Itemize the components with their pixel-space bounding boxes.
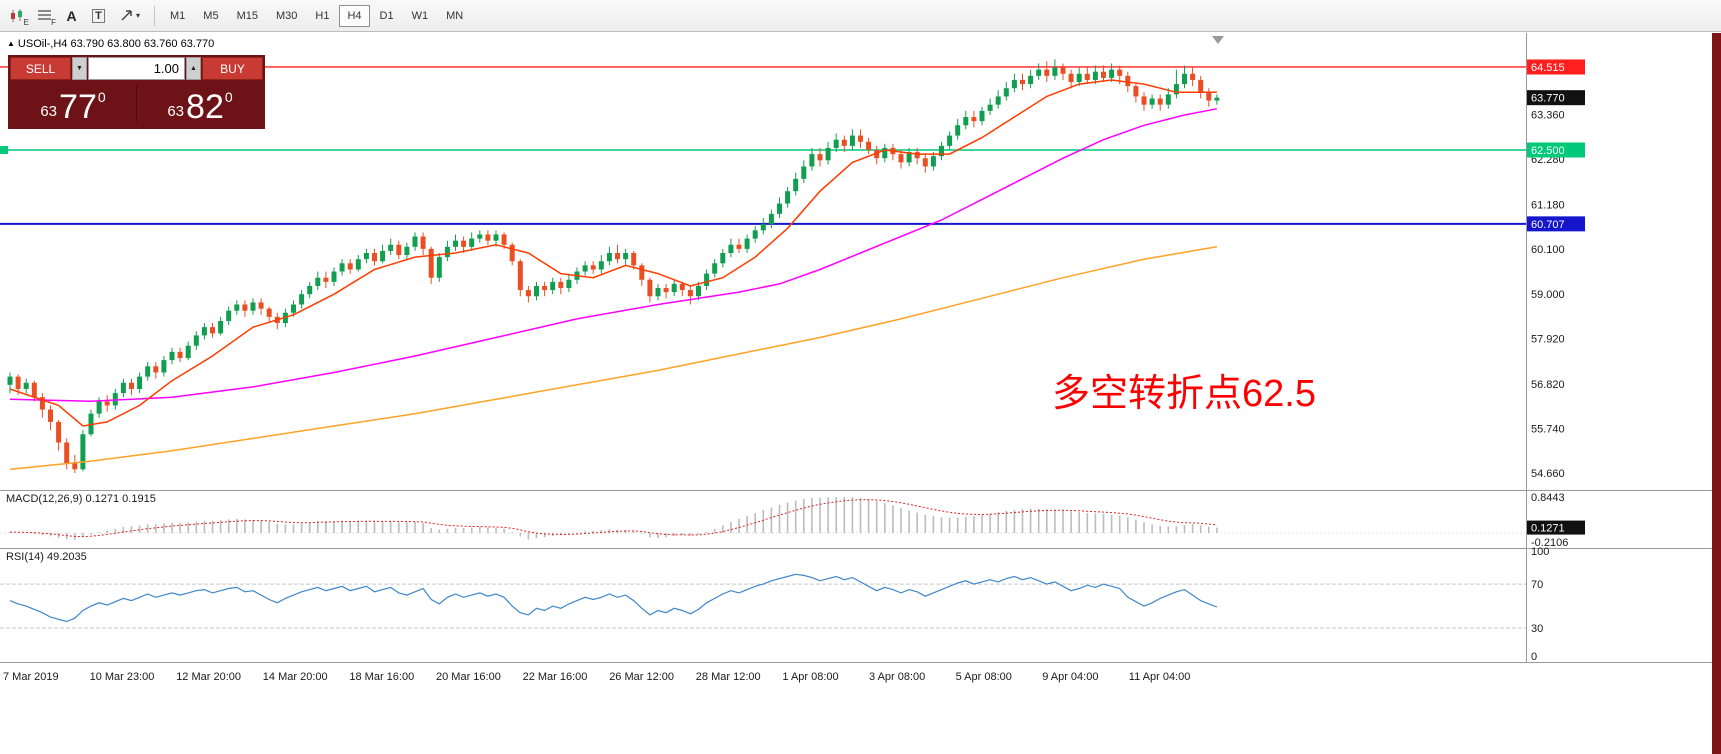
chart-annotation-text: 多空转折点62.5 <box>1052 373 1316 415</box>
bid-ask-divider <box>136 85 137 122</box>
ma_slow-line <box>9 246 1218 471</box>
timeframe-button-h1[interactable]: H1 <box>307 5 337 27</box>
axis-label: 100 <box>1531 546 1549 558</box>
toolbar-separator <box>154 5 155 26</box>
timeframe-button-group: M1 M5 M15 M30 H1 H4 D1 W1 MN <box>161 4 472 27</box>
axis-label: 3 Apr 08:00 <box>869 671 925 683</box>
symbol-ohlc-header: ▲ USOil-,H4 63.790 63.800 63.760 63.770 <box>7 38 214 50</box>
timeframe-button-m15[interactable]: M15 <box>229 5 266 27</box>
axis-label: 63.360 <box>1531 110 1565 122</box>
buy-button[interactable]: BUY <box>202 57 263 80</box>
axis-label: 26 Mar 12:00 <box>609 671 674 683</box>
axis-label: 0.8443 <box>1531 492 1565 504</box>
macd-panel: 0.8443 0.1271 -0.2106 <box>0 492 1585 549</box>
timeframe-button-h4[interactable]: H4 <box>339 4 370 27</box>
trend-arrow-icon <box>121 10 132 21</box>
axis-label: 30 <box>1531 623 1543 635</box>
axis-label: 12 Mar 20:00 <box>176 671 241 683</box>
time-axis[interactable]: 7 Mar 2019 10 Mar 23:00 12 Mar 20:00 14 Mar… <box>3 671 1190 683</box>
axis-label: 28 Mar 12:00 <box>696 671 761 683</box>
ask-price-small: 63 <box>167 103 185 120</box>
candlestick-series <box>7 59 1220 473</box>
ask-price-sup: 0 <box>224 89 233 105</box>
timeframe-button-m5[interactable]: M5 <box>195 5 226 27</box>
macd-signal-line <box>9 499 1217 538</box>
rsi-line <box>9 573 1218 623</box>
list-lines-icon <box>38 10 51 20</box>
one-click-trading-panel: SELL ▼ ▲ BUY 63 77 0 63 82 0 <box>8 55 265 129</box>
text-label-tool-button[interactable]: A <box>58 3 85 28</box>
axis-label: 5 Apr 08:00 <box>956 671 1012 683</box>
volume-input[interactable] <box>88 57 185 80</box>
axis-label: 9 Apr 04:00 <box>1042 671 1098 683</box>
ask-price-big: 82 <box>186 88 224 127</box>
tool-sub-label: F <box>51 18 56 27</box>
axis-label: 7 Mar 2019 <box>3 671 59 683</box>
price-axis[interactable]: 63.36062.28061.18060.10059.00057.92056.8… <box>1527 59 1585 480</box>
price-tag <box>1527 142 1585 158</box>
cursor-tool-button[interactable]: ▾ <box>112 3 148 28</box>
macd-current-tag <box>1527 520 1585 535</box>
dropdown-caret-icon: ▾ <box>135 11 140 20</box>
candlestick-chart-icon <box>10 8 22 22</box>
boxed-t-icon: T <box>92 8 105 23</box>
rsi-panel: 100 70 30 0 <box>0 546 1549 663</box>
axis-label: 60.100 <box>1531 244 1565 256</box>
ma_fast-line <box>9 79 1217 427</box>
chart-style-tool-button[interactable]: E <box>4 3 31 28</box>
bid-price-sup: 0 <box>97 89 106 105</box>
panel-toggle-icon[interactable]: ▲ <box>7 39 15 48</box>
axis-label: 1 Apr 08:00 <box>782 671 838 683</box>
axis-label: 61.180 <box>1531 199 1565 211</box>
price-tag <box>1527 90 1585 106</box>
macd-indicator-label: MACD(12,26,9) 0.1271 0.1915 <box>6 493 156 505</box>
right-edge-strip <box>1712 33 1721 754</box>
volume-down-button[interactable]: ▼ <box>72 57 87 80</box>
axis-label: 70 <box>1531 579 1543 591</box>
volume-up-button[interactable]: ▲ <box>186 57 201 80</box>
ask-price[interactable]: 63 82 0 <box>137 80 263 127</box>
axis-label: 11 Apr 04:00 <box>1129 671 1191 683</box>
timeframe-button-m30[interactable]: M30 <box>268 5 305 27</box>
axis-label: -0.2106 <box>1531 537 1568 549</box>
axis-label: 62.500 <box>1531 145 1565 157</box>
sell-button[interactable]: SELL <box>10 57 71 80</box>
axis-label: 55.740 <box>1531 424 1565 436</box>
bid-price[interactable]: 63 77 0 <box>10 80 136 127</box>
axis-label: 14 Mar 20:00 <box>263 671 328 683</box>
price-tag <box>1527 216 1585 232</box>
axis-label: 0 <box>1531 651 1537 663</box>
axis-label: 22 Mar 16:00 <box>523 671 588 683</box>
timeframe-button-d1[interactable]: D1 <box>372 5 402 27</box>
axis-label: 10 Mar 23:00 <box>90 671 155 683</box>
axis-label: 0.1271 <box>1531 523 1565 535</box>
axis-label: 57.920 <box>1531 334 1565 346</box>
price-tag <box>1527 59 1585 75</box>
timeframe-button-mn[interactable]: MN <box>438 5 471 27</box>
rsi-indicator-label: RSI(14) 49.2035 <box>6 551 87 563</box>
grid-tool-button[interactable]: F <box>31 3 58 28</box>
text-tool-letter: A <box>66 7 77 24</box>
tool-sub-label: E <box>23 18 29 27</box>
ma_mid-line <box>9 108 1218 403</box>
chart-shift-marker[interactable] <box>1212 36 1224 44</box>
bid-price-big: 77 <box>59 88 97 127</box>
axis-label: 63.770 <box>1531 93 1565 105</box>
axis-label: 60.707 <box>1531 219 1565 231</box>
hline-handle[interactable] <box>0 145 8 154</box>
axis-label: 20 Mar 16:00 <box>436 671 501 683</box>
axis-label: 18 Mar 16:00 <box>349 671 414 683</box>
toolbar: E F A T ▾ M1 M5 M15 M30 H1 H4 D1 W1 MN <box>0 0 1721 32</box>
text-box-tool-button[interactable]: T <box>85 3 112 28</box>
timeframe-button-w1[interactable]: W1 <box>404 5 437 27</box>
symbol-ohlc-text: USOil-,H4 63.790 63.800 63.760 63.770 <box>17 38 215 50</box>
bid-price-small: 63 <box>40 103 58 120</box>
axis-label: 54.660 <box>1531 468 1565 480</box>
timeframe-button-m1[interactable]: M1 <box>162 5 193 27</box>
axis-label: 56.820 <box>1531 379 1565 391</box>
axis-label: 64.515 <box>1531 62 1565 74</box>
axis-label: 59.000 <box>1531 289 1565 301</box>
